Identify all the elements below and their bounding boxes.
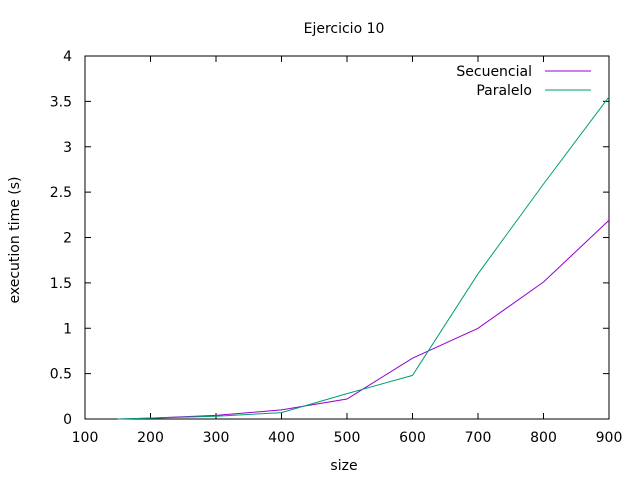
y-tick-label: 2 bbox=[63, 231, 72, 247]
y-tick-label: 3.5 bbox=[50, 94, 72, 110]
x-tick-label: 300 bbox=[203, 430, 230, 446]
y-tick-label: 1 bbox=[63, 321, 72, 337]
legend-label: Paralelo bbox=[476, 83, 532, 99]
y-axis-ticks: 0 0.5 1 1.5 2 2.5 3 3.5 4 bbox=[50, 49, 609, 428]
y-tick-label: 0 bbox=[63, 412, 72, 428]
chart-title: Ejercicio 10 bbox=[304, 21, 385, 37]
plot-frame bbox=[84, 55, 610, 420]
x-axis-label: size bbox=[330, 458, 357, 474]
y-tick-label: 0.5 bbox=[50, 367, 72, 383]
x-tick-label: 800 bbox=[530, 430, 557, 446]
x-tick-label: 400 bbox=[268, 430, 295, 446]
y-tick-label: 4 bbox=[63, 49, 72, 65]
y-tick-label: 1.5 bbox=[50, 276, 72, 292]
x-tick-label: 100 bbox=[72, 430, 99, 446]
x-tick-label: 900 bbox=[596, 430, 623, 446]
x-tick-label: 700 bbox=[465, 430, 492, 446]
x-tick-label: 200 bbox=[137, 430, 164, 446]
legend-label: Secuencial bbox=[456, 64, 532, 80]
legend: Secuencial Paralelo bbox=[456, 64, 591, 99]
x-axis-ticks: 100 200 300 400 500 600 700 800 900 bbox=[72, 56, 623, 446]
y-tick-label: 3 bbox=[63, 140, 72, 156]
y-tick-label: 2.5 bbox=[50, 185, 72, 201]
series-line-paralelo bbox=[117, 96, 610, 420]
series-lines bbox=[117, 96, 610, 420]
x-tick-label: 500 bbox=[334, 430, 361, 446]
x-tick-label: 600 bbox=[399, 430, 426, 446]
y-axis-label: execution time (s) bbox=[7, 177, 23, 304]
